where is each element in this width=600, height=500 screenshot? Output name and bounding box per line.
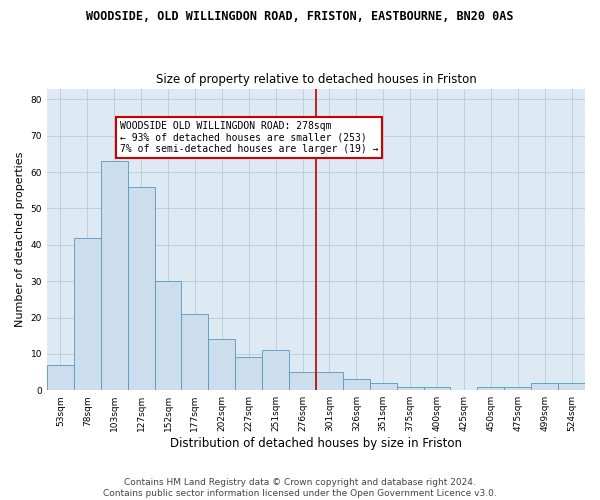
Bar	[235, 358, 262, 390]
Bar	[397, 386, 424, 390]
Bar	[155, 281, 181, 390]
Bar	[47, 365, 74, 390]
Bar	[558, 383, 585, 390]
Bar	[208, 340, 235, 390]
Text: WOODSIDE, OLD WILLINGDON ROAD, FRISTON, EASTBOURNE, BN20 0AS: WOODSIDE, OLD WILLINGDON ROAD, FRISTON, …	[86, 10, 514, 23]
Bar	[531, 383, 558, 390]
Bar	[128, 186, 155, 390]
Bar	[289, 372, 316, 390]
Bar	[478, 386, 504, 390]
Bar	[370, 383, 397, 390]
Bar	[101, 161, 128, 390]
Bar	[424, 386, 451, 390]
Bar	[262, 350, 289, 390]
Bar	[74, 238, 101, 390]
X-axis label: Distribution of detached houses by size in Friston: Distribution of detached houses by size …	[170, 437, 462, 450]
Bar	[316, 372, 343, 390]
Text: WOODSIDE OLD WILLINGDON ROAD: 278sqm
← 93% of detached houses are smaller (253)
: WOODSIDE OLD WILLINGDON ROAD: 278sqm ← 9…	[119, 122, 378, 154]
Y-axis label: Number of detached properties: Number of detached properties	[15, 152, 25, 327]
Text: Contains HM Land Registry data © Crown copyright and database right 2024.
Contai: Contains HM Land Registry data © Crown c…	[103, 478, 497, 498]
Bar	[343, 380, 370, 390]
Bar	[181, 314, 208, 390]
Title: Size of property relative to detached houses in Friston: Size of property relative to detached ho…	[155, 73, 476, 86]
Bar	[504, 386, 531, 390]
